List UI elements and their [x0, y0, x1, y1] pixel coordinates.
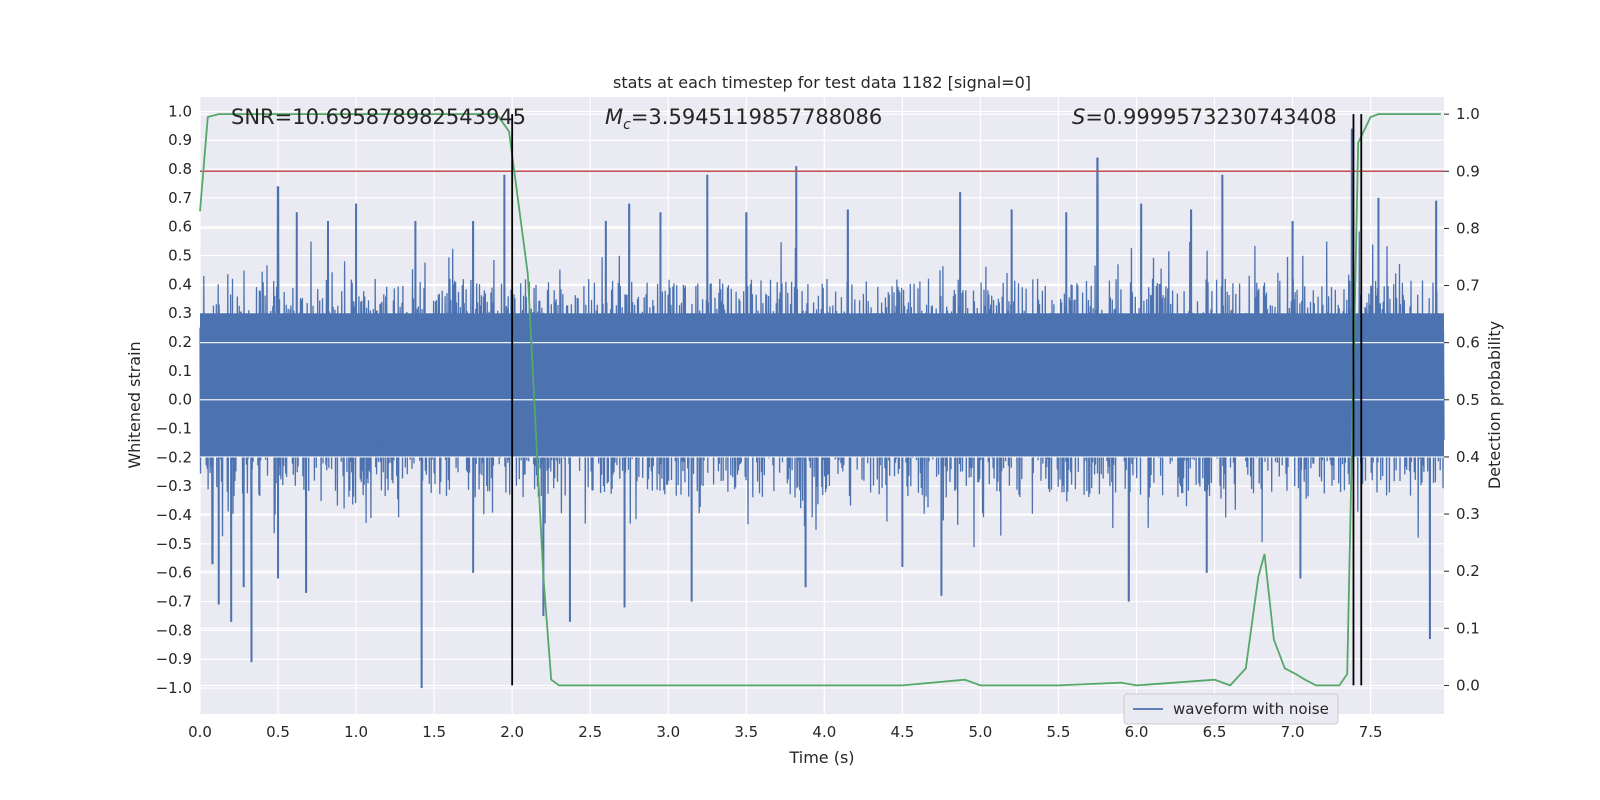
- x-tick-label: 7.5: [1359, 723, 1383, 741]
- chirp-mass-value: =3.5945119857788086: [631, 105, 882, 129]
- x-tick-label: 2.5: [578, 723, 602, 741]
- x-tick-labels: 0.0 0.5 1.0 1.5 2.0 2.5 3.0 3.5 4.0 4.5 5.0 5.5 6.0 6…: [188, 723, 1382, 741]
- y-axis-label: Whitened strain: [125, 341, 144, 468]
- y2-tick-label: 1.0: [1456, 105, 1480, 123]
- y2-tick-label: 0.9: [1456, 162, 1480, 180]
- y-tick-label: 0.7: [168, 189, 192, 207]
- y2-tick-labels: 1.0 0.9 0.8 0.7 0.6 0.5 0.4 0.3 0.2 0.1 0.0: [1444, 105, 1480, 694]
- x-tick-label: 4.5: [890, 723, 914, 741]
- x-axis-label: Time (s): [788, 748, 854, 767]
- y-tick-label: −0.9: [156, 650, 192, 668]
- chirp-mass-annotation: Mc=3.5945119857788086: [605, 105, 882, 133]
- y-tick-label: 0.3: [168, 304, 192, 322]
- y2-tick-label: 0.6: [1456, 334, 1480, 352]
- x-tick-label: 1.5: [422, 723, 446, 741]
- x-tick-label: 0.0: [188, 723, 212, 741]
- y-tick-label: −0.6: [156, 564, 192, 582]
- y2-tick-label: 0.1: [1456, 619, 1480, 637]
- y-tick-label: −0.4: [156, 506, 192, 524]
- y2-tick-label: 0.7: [1456, 277, 1480, 295]
- y-tick-label: 0.1: [168, 362, 192, 380]
- legend: waveform with noise: [1123, 693, 1339, 725]
- x-tick-label: 3.0: [656, 723, 680, 741]
- legend-box: [1123, 693, 1339, 725]
- waveform-trace: [199, 128, 1445, 689]
- x-tick-label: 6.0: [1125, 723, 1149, 741]
- y-tick-label: −0.8: [156, 621, 192, 639]
- y-tick-labels: 1.0 0.9 0.8 0.7 0.6 0.5 0.4 0.3 0.2 0.1 0.0 −0.1 −0.…: [156, 102, 192, 697]
- y-tick-label: 0.2: [168, 333, 192, 351]
- legend-label: waveform with noise: [1173, 700, 1329, 718]
- y2-tick-label: 0.3: [1456, 505, 1480, 523]
- x-tick-label: 5.0: [968, 723, 992, 741]
- y2-tick-label: 0.2: [1456, 562, 1480, 580]
- y-tick-label: 0.6: [168, 218, 192, 236]
- x-tick-label: 1.0: [344, 723, 368, 741]
- score-symbol: S: [1072, 105, 1085, 129]
- x-tick-label: 7.0: [1281, 723, 1305, 741]
- y-tick-label: −0.7: [156, 593, 192, 611]
- y-tick-label: 0.0: [168, 391, 192, 409]
- detection-probability-line: [199, 113, 1441, 687]
- x-tick-label: 6.5: [1203, 723, 1227, 741]
- y-tick-label: −0.5: [156, 535, 192, 553]
- score-value: =0.9999573230743408: [1085, 105, 1336, 129]
- snr-annotation: SNR=10.695878982543945: [231, 105, 526, 129]
- overlay-lines: [199, 113, 1444, 687]
- y2-tick-label: 0.0: [1456, 676, 1480, 694]
- y2-tick-label: 0.5: [1456, 391, 1480, 409]
- x-tick-label: 0.5: [266, 723, 290, 741]
- chart-title: stats at each timestep for test data 118…: [613, 73, 1031, 92]
- y-tick-label: 0.5: [168, 247, 192, 265]
- y-tick-label: 0.8: [168, 160, 192, 178]
- y2-tick-label: 0.4: [1456, 448, 1480, 466]
- y-tick-label: 0.4: [168, 275, 192, 293]
- score-annotation: S=0.9999573230743408: [1072, 105, 1337, 129]
- y-tick-label: −0.3: [156, 477, 192, 495]
- y2-axis-label: Detection probability: [1485, 321, 1504, 489]
- x-tick-label: 4.0: [812, 723, 836, 741]
- x-tick-label: 2.0: [500, 723, 524, 741]
- waveform-series: [199, 128, 1445, 689]
- y-tick-label: −1.0: [156, 679, 192, 697]
- y-tick-label: 1.0: [168, 102, 192, 120]
- y2-tick-label: 0.8: [1456, 219, 1480, 237]
- y-tick-label: −0.1: [156, 420, 192, 438]
- chirp-mass-subscript: c: [623, 117, 631, 133]
- y-tick-label: 0.9: [168, 131, 192, 149]
- x-tick-label: 3.5: [734, 723, 758, 741]
- y-tick-label: −0.2: [156, 448, 192, 466]
- x-tick-label: 5.5: [1047, 723, 1071, 741]
- chirp-mass-symbol: M: [605, 105, 623, 129]
